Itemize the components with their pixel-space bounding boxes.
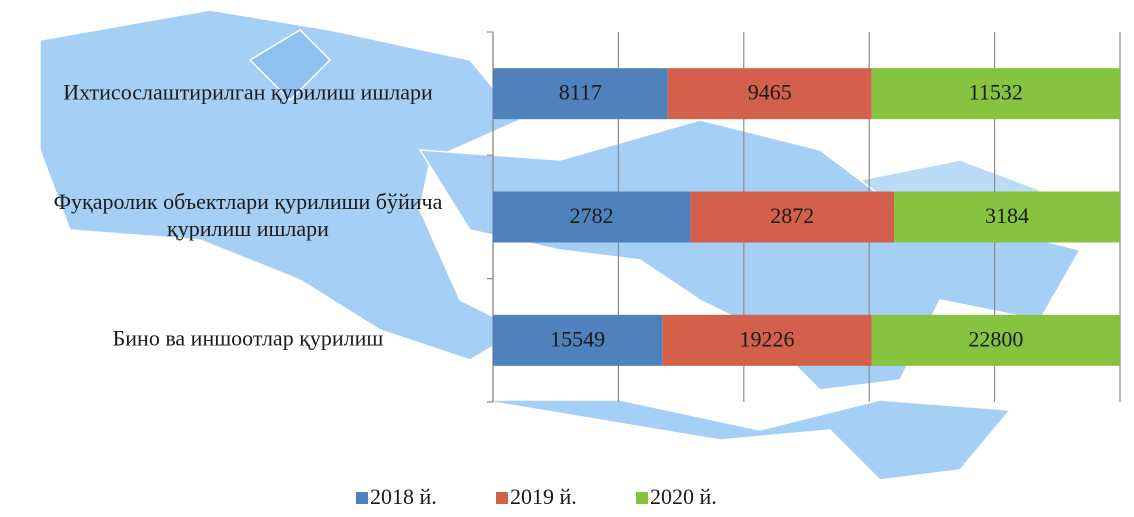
bar-segment [667,68,872,120]
bar-segment [493,314,663,366]
bar-segment [690,191,895,243]
value-label: 3184 [985,203,1029,228]
legend-label: 2020 й. [650,484,717,509]
legend-label: 2019 й. [510,484,577,509]
value-label: 19226 [740,326,795,351]
legend-swatch [356,492,368,504]
value-label: 2782 [570,203,614,228]
bar-segment [894,191,1120,243]
value-label: 9465 [748,80,792,105]
legend-swatch [636,492,648,504]
value-label: 22800 [968,326,1023,351]
bar-segment [493,191,691,243]
bar-segment [662,314,872,366]
category-label: Ихтисослаштирилган қурилиш ишлари [63,79,433,105]
bar-segment [493,68,668,120]
value-label: 8117 [559,80,602,105]
legend-label: 2018 й. [370,484,437,509]
bar-segment [871,314,1120,366]
value-label: 15549 [550,326,605,351]
bar-segment [871,68,1120,120]
value-label: 2872 [770,203,814,228]
category-label: Бино ва иншоотлар қурилиш [112,325,384,351]
value-label: 11532 [969,80,1023,105]
legend-swatch [496,492,508,504]
category-label: Фуқаролик объектлари қурилиши бўйича қур… [53,189,443,241]
